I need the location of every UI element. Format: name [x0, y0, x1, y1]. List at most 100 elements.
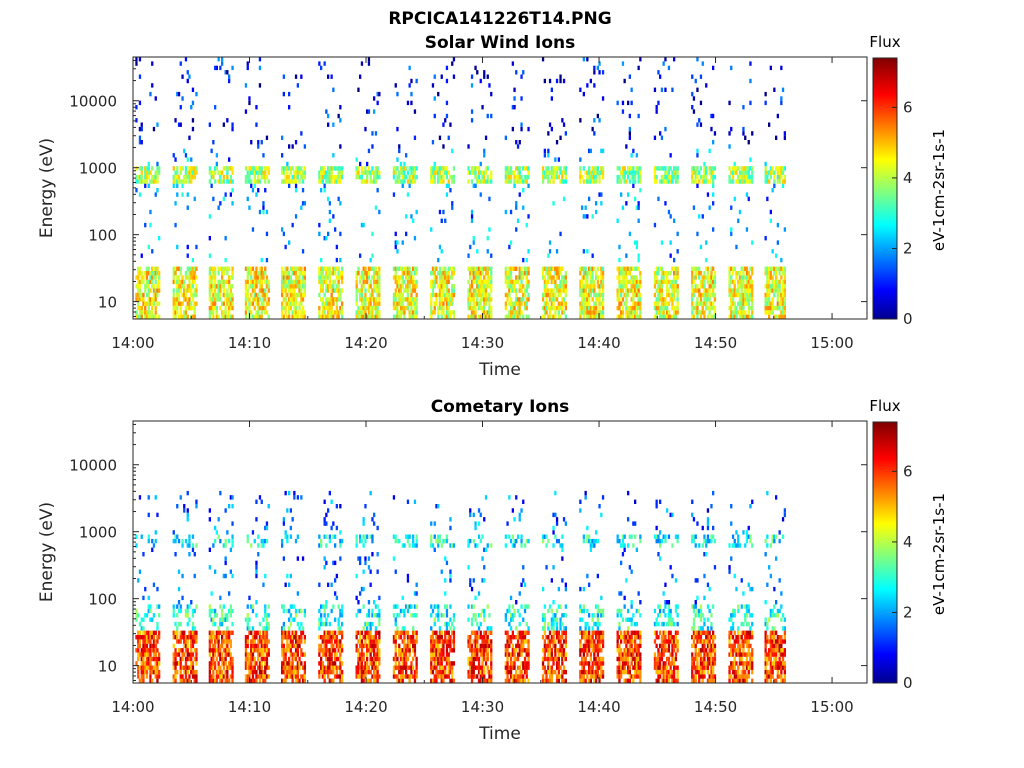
heatmap-cell: [452, 74, 456, 79]
heatmap-cell: [660, 135, 664, 140]
heatmap-cell: [177, 569, 181, 574]
heatmap-cell: [410, 214, 413, 219]
heatmap-cell: [360, 314, 364, 319]
heatmap-cell: [447, 183, 450, 188]
heatmap-cell: [145, 630, 149, 635]
heatmap-cell: [229, 288, 232, 293]
heatmap-cell: [374, 271, 378, 276]
heatmap-cell: [258, 305, 262, 311]
heatmap-cell: [265, 538, 269, 544]
heatmap-cell: [367, 621, 371, 627]
heatmap-cell: [776, 166, 779, 171]
heatmap-cell: [662, 310, 665, 315]
heatmap-cell: [367, 57, 371, 62]
heatmap-cell: [713, 305, 717, 311]
heatmap-cell: [260, 635, 263, 640]
heatmap-cell: [210, 674, 213, 679]
heatmap-cell: [288, 305, 291, 311]
heatmap-cell: [562, 279, 566, 285]
heatmap-cell: [366, 271, 369, 276]
heatmap-cell: [773, 266, 776, 271]
heatmap-cell: [154, 530, 157, 535]
heatmap-cell: [470, 118, 474, 123]
heatmap-cell: [246, 275, 249, 280]
heatmap-cell: [666, 314, 669, 319]
heatmap-cell: [449, 266, 452, 271]
heatmap-cell: [228, 678, 231, 683]
heatmap-cell: [440, 297, 443, 302]
heatmap-cell: [653, 222, 657, 228]
heatmap-cell: [288, 271, 291, 276]
heatmap-cell: [586, 57, 589, 62]
heatmap-cell: [596, 113, 599, 119]
heatmap-cell: [550, 266, 553, 271]
heatmap-cell: [222, 292, 225, 298]
heatmap-cell: [445, 78, 449, 84]
heatmap-cell: [671, 314, 674, 319]
heatmap-cell: [327, 174, 330, 180]
heatmap-cell: [708, 170, 711, 175]
heatmap-cell: [210, 310, 213, 315]
heatmap-cell: [552, 266, 555, 271]
heatmap-cell: [339, 170, 342, 175]
heatmap-cell: [339, 179, 342, 184]
heatmap-cell: [484, 279, 488, 285]
heatmap-cell: [357, 600, 360, 605]
heatmap-cell: [186, 517, 189, 522]
heatmap-cell: [210, 301, 213, 306]
heatmap-cell: [706, 192, 710, 197]
heatmap-cell: [140, 122, 143, 127]
heatmap-cell: [284, 305, 287, 311]
heatmap-cell: [488, 310, 491, 315]
heatmap-cell: [264, 635, 267, 640]
heatmap-cell: [522, 205, 525, 210]
heatmap-cell: [593, 279, 596, 285]
heatmap-cell: [484, 166, 488, 171]
heatmap-cell: [408, 314, 411, 319]
heatmap-cell: [620, 266, 623, 271]
heatmap-cell: [260, 639, 263, 644]
heatmap-cell: [706, 266, 710, 271]
heatmap-cell: [367, 565, 371, 570]
heatmap-cell: [364, 674, 367, 679]
heatmap-cell: [364, 179, 367, 184]
heatmap-cell: [135, 613, 138, 618]
heatmap-cell: [288, 669, 291, 675]
heatmap-cell: [415, 279, 418, 285]
heatmap-cell: [262, 209, 265, 215]
heatmap-cell: [195, 656, 198, 662]
heatmap-cell: [294, 297, 298, 302]
heatmap-cell: [639, 275, 642, 280]
heatmap-cell: [412, 314, 415, 319]
heatmap-cell: [193, 648, 196, 653]
heatmap-cell: [258, 271, 262, 276]
heatmap-cell: [221, 275, 224, 280]
heatmap-cell: [138, 569, 142, 574]
heatmap-cell: [341, 538, 344, 544]
heatmap-cell: [745, 301, 749, 306]
heatmap-cell: [780, 297, 783, 302]
heatmap-cell: [284, 635, 287, 640]
heatmap-cell: [325, 543, 328, 548]
heatmap-cell: [699, 310, 703, 315]
heatmap-cell: [600, 148, 603, 154]
heatmap-cell: [483, 153, 486, 158]
heatmap-cell: [229, 305, 232, 311]
heatmap-cell: [214, 266, 217, 271]
heatmap-cell: [174, 266, 177, 271]
heatmap-cell: [488, 305, 491, 311]
heatmap-cell: [288, 648, 291, 653]
heatmap-cell: [145, 648, 149, 653]
heatmap-cell: [373, 174, 376, 180]
heatmap-cell: [508, 314, 511, 319]
heatmap-cell: [359, 538, 362, 544]
heatmap-cell: [483, 310, 486, 315]
heatmap-cell: [179, 288, 182, 293]
heatmap-cell: [639, 297, 642, 302]
heatmap-cell: [513, 170, 516, 175]
heatmap-cell: [332, 669, 335, 675]
heatmap-cell: [438, 244, 442, 250]
heatmap-cell: [513, 279, 516, 285]
heatmap-cell: [442, 144, 445, 149]
heatmap-cell: [264, 608, 267, 614]
